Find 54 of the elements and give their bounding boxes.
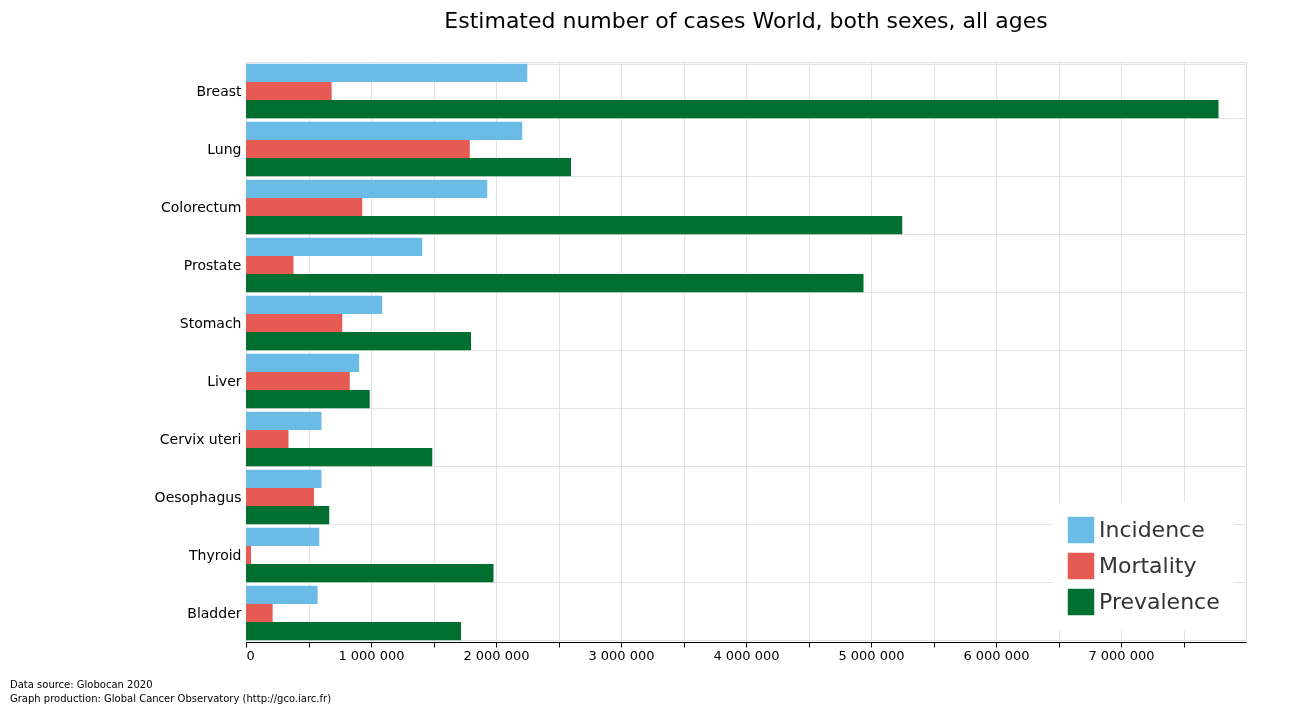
text: Graph production: Global Cancer Observatory (http://gco.iarc.fr) <box>10 693 332 704</box>
bar <box>246 469 322 488</box>
bar <box>246 139 470 159</box>
bar <box>246 332 471 351</box>
y-tick-label: Bladder <box>187 604 242 621</box>
bar <box>246 390 370 409</box>
y-tick-label: Liver <box>207 372 242 389</box>
bar <box>246 197 363 217</box>
bar <box>246 237 423 256</box>
bar <box>246 295 383 314</box>
bar <box>246 255 294 275</box>
bar <box>246 216 903 235</box>
bar <box>246 313 343 333</box>
bar <box>246 545 251 565</box>
y-tick-label: Cervix uteri <box>159 430 242 447</box>
y-tick-label: Colorectum <box>160 198 242 215</box>
y-tick-label: Lung <box>207 140 242 157</box>
x-tick-label: 7 000 000 <box>1088 647 1155 663</box>
bar <box>246 81 332 101</box>
legend-label: Mortality <box>1099 553 1197 578</box>
bar <box>246 564 494 583</box>
x-tick-label: 0 <box>246 647 255 663</box>
y-tick-label: Thyroid <box>188 546 242 563</box>
legend-label: Incidence <box>1099 517 1205 542</box>
bar <box>246 100 1219 119</box>
legend-label: Prevalence <box>1099 589 1220 614</box>
bar <box>246 506 330 525</box>
bar <box>246 179 488 198</box>
bar <box>246 63 528 82</box>
x-tick-label: 3 000 000 <box>588 647 655 663</box>
bar <box>246 487 314 507</box>
y-tick-label: Prostate <box>183 256 242 273</box>
y-tick-label: Breast <box>196 82 243 99</box>
y-tick-label: Stomach <box>179 314 242 331</box>
x-tick-label: 4 000 000 <box>713 647 780 663</box>
bar <box>246 527 320 546</box>
bar <box>246 371 350 391</box>
bar <box>246 158 571 177</box>
bar <box>246 585 318 604</box>
bar <box>246 622 461 641</box>
bar <box>246 603 273 623</box>
x-tick-label: 5 000 000 <box>838 647 905 663</box>
y-tick-label: Oesophagus <box>154 488 242 505</box>
bar <box>246 448 433 467</box>
source-note: Data source: Globocan 2020 <box>10 679 153 690</box>
bar <box>246 429 289 449</box>
bar <box>246 121 523 140</box>
x-tick-label: 1 000 000 <box>338 647 405 663</box>
bar <box>246 274 864 293</box>
bar <box>246 353 360 372</box>
bar <box>246 411 322 430</box>
x-tick-label: 6 000 000 <box>963 647 1030 663</box>
chart-title: Estimated number of cases World, both sexes, all ages <box>444 8 1048 33</box>
x-tick-label: 2 000 000 <box>463 647 530 663</box>
